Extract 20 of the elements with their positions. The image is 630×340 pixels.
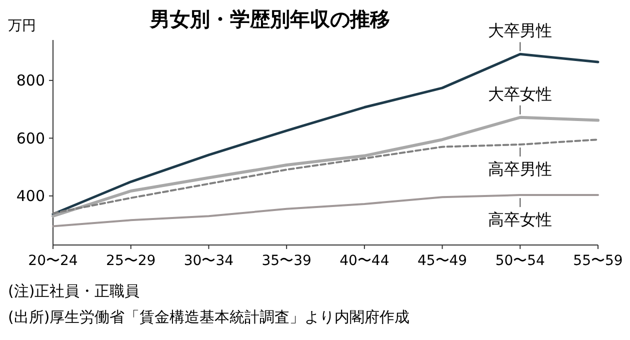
x-tick-label: 25〜29 — [106, 253, 156, 269]
x-tick-label: 45〜49 — [417, 253, 468, 269]
y-tick-label: 600 — [16, 129, 45, 148]
series-label: 高卒女性 — [488, 210, 552, 230]
x-tick-label: 50〜54 — [495, 253, 546, 269]
x-tick-label: 55〜59 — [573, 253, 623, 269]
chart-title: 男女別・学歴別年収の推移 — [149, 7, 390, 31]
x-tick-label: 35〜39 — [262, 253, 312, 269]
x-tick-label: 40〜44 — [340, 253, 390, 269]
y-tick-label: 800 — [16, 72, 45, 90]
x-tick-label: 20〜24 — [28, 253, 78, 269]
y-tick-label: 400 — [16, 187, 45, 206]
series-label: 大卒女性 — [488, 84, 552, 104]
series-label: 大卒男性 — [488, 21, 552, 40]
y-axis-title: 万円 — [8, 18, 36, 34]
x-tick-label: 30〜34 — [184, 253, 234, 269]
line-series — [52, 194, 599, 228]
series-label: 高卒男性 — [488, 160, 552, 179]
text: (注)正社員・正職員 — [8, 282, 140, 300]
text: (出所)厚生労働省「賃金構造基本統計調査」より内閣府作成 — [8, 308, 410, 326]
